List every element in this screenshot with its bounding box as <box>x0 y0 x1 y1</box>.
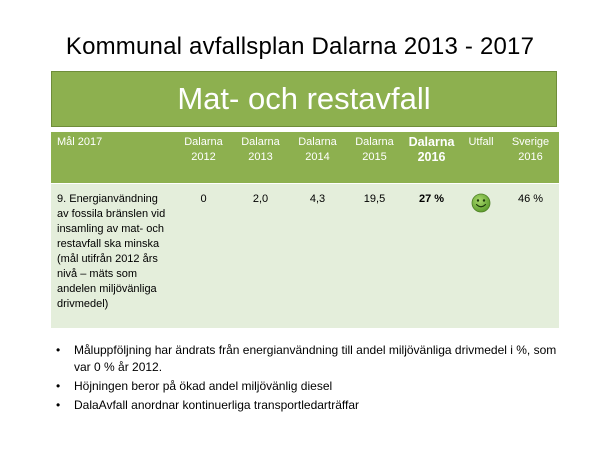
value-dalarna-2013: 2,0 <box>232 183 289 328</box>
header-mal-2017: Mål 2017 <box>51 132 175 184</box>
value-sverige-2016: 46 % <box>502 183 559 328</box>
value-dalarna-2012: 0 <box>175 183 232 328</box>
list-item: • Höjningen beror på ökad andel miljövänl… <box>56 379 333 393</box>
goal-description: 9. Energianvändning av fossila bränslen … <box>51 183 175 328</box>
section-banner: Mat- och restavfall <box>51 71 557 127</box>
outcome-cell <box>460 183 502 328</box>
value-dalarna-2016: 27 % <box>403 183 460 328</box>
header-sverige-2016: Sverige 2016 <box>502 132 559 184</box>
header-dalarna-2015: Dalarna 2015 <box>346 132 403 184</box>
bullet-icon: • <box>56 343 61 357</box>
value-dalarna-2015: 19,5 <box>346 183 403 328</box>
header-dalarna-2012: Dalarna 2012 <box>175 132 232 184</box>
header-dalarna-2014: Dalarna 2014 <box>289 132 346 184</box>
bullet-list: • Måluppföljning har ändrats från energia… <box>50 342 570 416</box>
goal-table: Mål 2017 Dalarna 2012 Dalarna 2013 Dalar… <box>51 132 559 328</box>
list-item: • DalaAvfall anordnar kontinuerliga trans… <box>56 398 360 412</box>
table-header-row: Mål 2017 Dalarna 2012 Dalarna 2013 Dalar… <box>51 132 559 184</box>
bullet-icon: • <box>56 379 61 393</box>
header-dalarna-2016: Dalarna 2016 <box>403 132 460 184</box>
header-dalarna-2013: Dalarna 2013 <box>232 132 289 184</box>
bullet-icon: • <box>56 398 61 412</box>
list-item: • Måluppföljning har ändrats från energia… <box>56 343 557 374</box>
smiley-face-icon <box>471 193 491 213</box>
slide-title: Kommunal avfallsplan Dalarna 2013 - 2017 <box>65 33 535 60</box>
header-utfall: Utfall <box>460 132 502 184</box>
table-row: 9. Energianvändning av fossila bränslen … <box>51 183 559 328</box>
value-dalarna-2014: 4,3 <box>289 183 346 328</box>
